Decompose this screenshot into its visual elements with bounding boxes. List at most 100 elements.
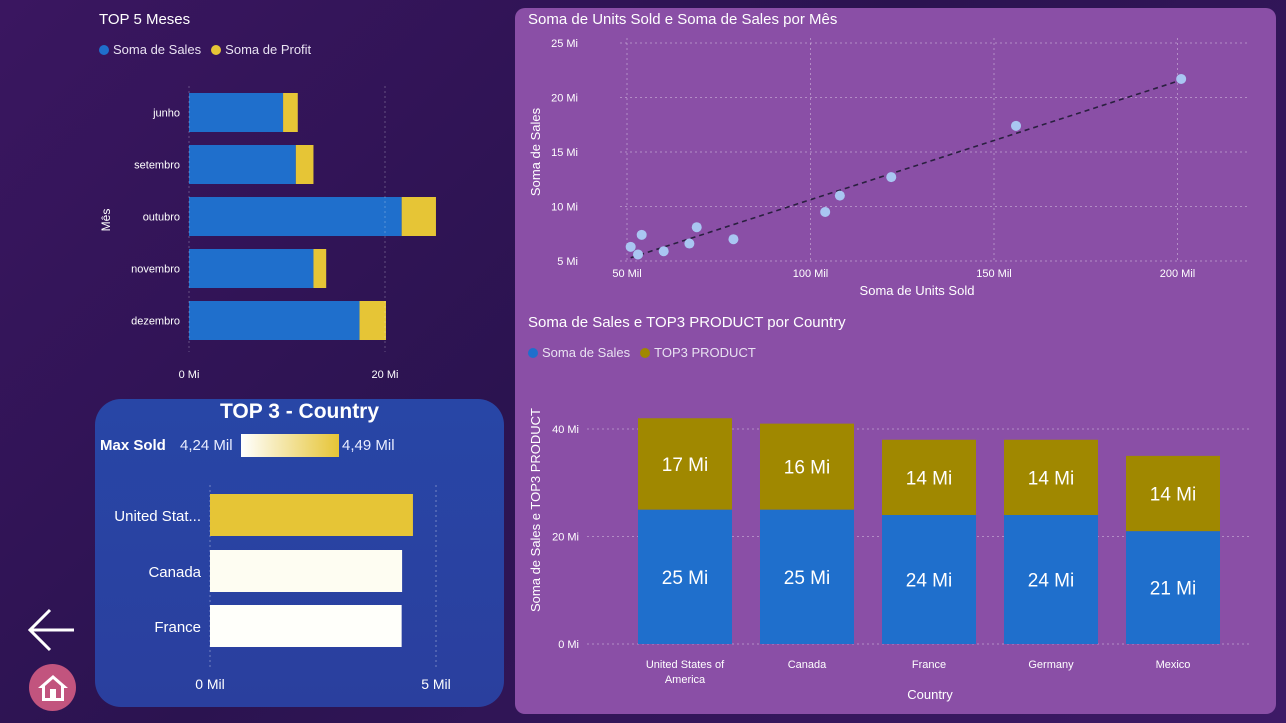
country-bar	[210, 605, 402, 647]
legend-top3-dot	[640, 347, 651, 358]
trend-line	[630, 79, 1182, 259]
data-label-top3: 14 Mi	[906, 468, 952, 489]
bar-top3	[1004, 439, 1098, 515]
category-label: novembro	[131, 264, 180, 276]
x-tick-label: 0 Mi	[179, 369, 200, 381]
x-tick-label: 150 Mil	[976, 268, 1011, 280]
country-label: France	[154, 619, 201, 636]
scatter-point	[820, 206, 831, 217]
arrow-left-icon[interactable]	[26, 604, 78, 656]
legend-profit-label: Soma de Profit	[225, 42, 312, 57]
scatter-point	[633, 249, 644, 260]
y-axis-label: Soma de Sales e TOP3 PRODUCT	[528, 408, 543, 612]
data-label-sales: 25 Mi	[662, 568, 708, 589]
bar-sales	[189, 93, 284, 132]
data-label-sales: 24 Mi	[906, 571, 952, 592]
category-label: Mexico	[1156, 659, 1191, 671]
scatter-point	[684, 238, 695, 249]
top3-chart: 0 Mil 5 Mil United Stat... Canada France	[114, 485, 451, 692]
y-tick-label: 0 Mi	[558, 639, 579, 651]
category-label: dezembro	[131, 316, 180, 328]
stacked-chart: 0 Mi 20 Mi 40 Mi Soma de Sales e TOP3 PRODU…	[528, 408, 1250, 702]
data-label-top3: 14 Mi	[1150, 485, 1196, 506]
bar-top3	[638, 418, 732, 510]
category-label: United States of America	[646, 659, 725, 686]
scatter-title: Soma de Units Sold e Soma de Sales por M…	[528, 11, 838, 28]
bar-sales	[1126, 531, 1220, 644]
category-label: setembro	[134, 160, 180, 172]
bar-profit	[401, 197, 436, 236]
country-bar	[210, 494, 413, 536]
data-label-sales: 24 Mi	[1028, 571, 1074, 592]
top5-title: TOP 5 Meses	[99, 11, 191, 28]
data-label-sales: 21 Mi	[1150, 579, 1196, 600]
bar-sales	[638, 509, 732, 644]
country-label: Canada	[148, 564, 201, 581]
x-tick-label: 0 Mil	[195, 676, 225, 692]
category-label: outubro	[143, 212, 180, 224]
scale-min-label: 4,24 Mil	[180, 437, 233, 454]
data-label-top3: 16 Mi	[784, 458, 830, 479]
y-tick-label: 5 Mi	[557, 256, 578, 268]
scale-max-label: 4,49 Mil	[342, 437, 395, 454]
scatter-point	[691, 222, 702, 233]
x-axis-label: Country	[907, 687, 953, 702]
legend-profit-dot	[211, 44, 222, 55]
bar-profit	[283, 93, 298, 132]
scatter-point	[728, 234, 739, 245]
bar-sales	[189, 301, 360, 340]
scatter-point	[834, 190, 845, 201]
category-label: junho	[152, 108, 180, 120]
x-axis-label: Soma de Units Sold	[860, 283, 975, 298]
legend-sales-label: Soma de Sales	[113, 42, 202, 57]
bar-profit	[313, 249, 327, 288]
color-scale-bar	[241, 434, 339, 457]
bar-profit	[359, 301, 386, 340]
x-tick-label: 200 Mil	[1160, 268, 1195, 280]
bar-profit	[295, 145, 314, 184]
stacked-title: Soma de Sales e TOP3 PRODUCT por Country	[528, 314, 846, 331]
scatter-point	[658, 246, 669, 257]
scatter-point	[886, 172, 897, 183]
data-label-top3: 17 Mi	[662, 455, 708, 476]
y-axis-label: Soma de Sales	[528, 107, 543, 196]
y-tick-label: 15 Mi	[551, 147, 578, 159]
stacked-legend: Soma de Sales TOP3 PRODUCT	[528, 345, 756, 360]
bar-sales	[189, 145, 296, 184]
x-tick-label: 50 Mil	[612, 268, 641, 280]
scatter-point	[636, 229, 647, 240]
legend-sales-dot	[528, 347, 538, 358]
bar-sales	[189, 197, 402, 236]
y-tick-label: 40 Mi	[552, 424, 579, 436]
bar-top3	[882, 439, 976, 515]
data-label-sales: 25 Mi	[784, 568, 830, 589]
scatter-chart: 5 Mi 10 Mi 15 Mi 20 Mi 25 Mi 50 Mil 100 Mil 150…	[528, 38, 1250, 298]
x-tick-label: 5 Mil	[421, 676, 451, 692]
bar-top3	[760, 423, 854, 510]
legend-sales-dot	[99, 44, 109, 55]
data-label-top3: 14 Mi	[1028, 468, 1074, 489]
bar-sales	[189, 249, 314, 288]
category-label: France	[912, 659, 946, 671]
top3-title: TOP 3 - Country	[219, 400, 380, 423]
home-icon	[37, 674, 68, 701]
country-label: United Stat...	[114, 508, 201, 525]
y-tick-label: 20 Mi	[552, 532, 579, 544]
country-bar	[210, 550, 403, 592]
category-label: Germany	[1028, 659, 1074, 671]
bar-top3	[1126, 455, 1220, 532]
y-tick-label: 25 Mi	[551, 38, 578, 50]
bar-sales	[1004, 515, 1098, 644]
bar-sales	[882, 515, 976, 644]
y-tick-label: 20 Mi	[551, 93, 578, 105]
max-sold-label: Max Sold	[100, 437, 166, 454]
legend-top3-label: TOP3 PRODUCT	[654, 345, 756, 360]
scatter-point	[1176, 73, 1187, 84]
top5-chart: Mês junho setembro outubro novembro dezembro 0…	[99, 86, 436, 381]
legend-sales-label: Soma de Sales	[542, 345, 631, 360]
x-tick-label: 100 Mil	[793, 268, 828, 280]
home-button[interactable]	[29, 664, 76, 711]
x-tick-label: 20 Mi	[372, 369, 399, 381]
scatter-point	[625, 241, 636, 252]
category-label: Canada	[788, 659, 827, 671]
